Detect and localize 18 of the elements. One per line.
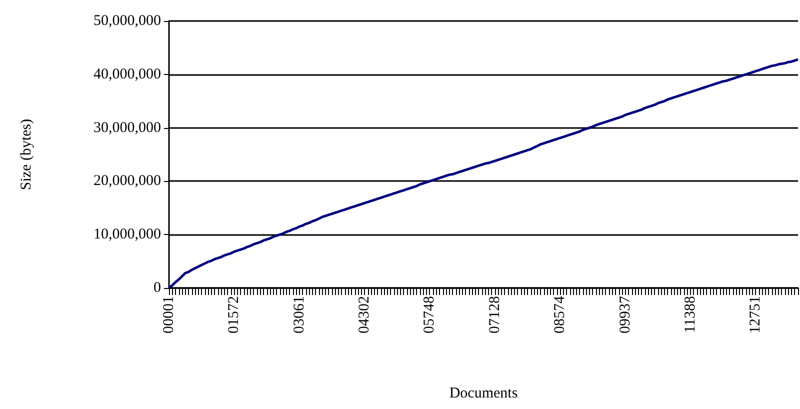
y-tick-label: 0 — [154, 280, 161, 296]
y-tick-label: 50,000,000 — [94, 13, 161, 29]
x-tick-label: 07128 — [486, 296, 503, 334]
x-tick-label: 03061 — [291, 296, 308, 334]
x-tick-label: 05748 — [422, 296, 438, 334]
x-tick-label: 04302 — [356, 296, 373, 334]
x-tick-label: 00001 — [161, 296, 177, 334]
x-tick-label: 01572 — [226, 296, 242, 334]
x-axis-title: Documents — [449, 386, 518, 402]
y-tick-label: 10,000,000 — [94, 226, 161, 243]
x-tick-label: 12751 — [748, 296, 764, 334]
y-tick-label: 40,000,000 — [94, 66, 161, 82]
y-axis-title: Size (bytes) — [18, 118, 34, 190]
x-tick-label: 11388 — [682, 296, 698, 333]
y-tick-label: 20,000,000 — [94, 173, 161, 190]
x-tick-label: 08574 — [552, 296, 568, 334]
x-tick-label: 09937 — [617, 296, 634, 334]
y-tick-label: 30,000,000 — [94, 120, 161, 136]
